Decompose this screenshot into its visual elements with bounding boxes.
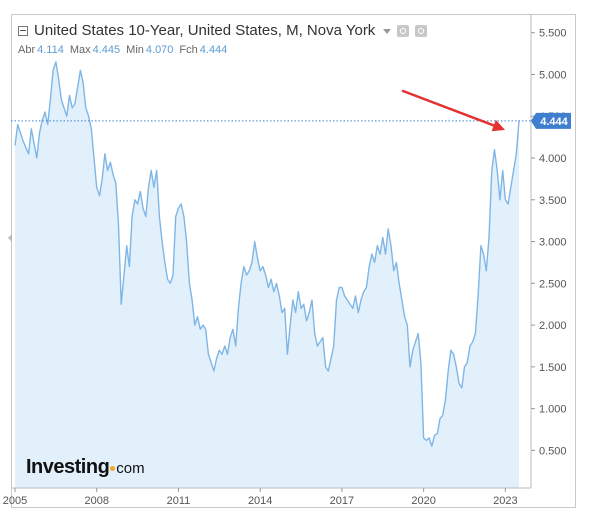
y-tick-label: 1.500: [539, 362, 567, 374]
x-tick-label: 2017: [330, 495, 354, 507]
brand-dot-icon: [110, 466, 116, 471]
y-tick-label: 3.000: [539, 237, 567, 249]
series-line: [14, 61, 520, 447]
x-tick-label: 2008: [84, 495, 108, 507]
ohlc-readout: Abr 4.114 Max 4.445 Min 4.070 Fch 4.444: [18, 44, 227, 56]
annotation-arrow-line: [401, 89, 501, 129]
gear-icon[interactable]: [415, 24, 428, 37]
chart-header: United States 10-Year, United States, M,…: [18, 22, 428, 39]
collapse-icon[interactable]: [18, 25, 28, 36]
y-tick-label: 5.000: [539, 69, 567, 81]
y-tick-label: 2.500: [539, 278, 567, 290]
annotation-layer: 4.444: [11, 89, 571, 132]
ohlc-close: Fch 4.444: [179, 44, 228, 56]
chart-title: United States 10-Year, United States, M,…: [34, 22, 376, 39]
scroll-left-icon[interactable]: [8, 234, 12, 242]
annotation-arrow-head: [491, 120, 505, 132]
x-tick-label: 2014: [248, 495, 272, 507]
x-tick-label: 2011: [167, 495, 191, 507]
ohlc-low: Min 4.070: [126, 44, 174, 56]
y-tick-label: 0.500: [539, 445, 567, 457]
axis-layer: 5.5005.0004.5004.0003.5003.0002.5002.000…: [3, 14, 567, 507]
y-tick-label: 2.000: [539, 320, 567, 332]
chevron-down-icon[interactable]: [383, 29, 392, 34]
brand-logo: Investing com: [26, 456, 145, 478]
x-tick-label: 2005: [3, 495, 27, 507]
area-fill: [15, 61, 519, 489]
x-tick-label: 2020: [411, 495, 435, 507]
y-tick-label: 5.500: [539, 28, 567, 40]
settings-icon[interactable]: [397, 24, 410, 37]
last-value-badge: [531, 112, 571, 129]
ohlc-high: Max 4.445: [69, 44, 121, 56]
y-tick-label: 3.500: [539, 195, 567, 207]
x-tick-label: 2023: [493, 495, 517, 507]
y-tick-label: 4.000: [539, 153, 567, 165]
area-layer: [14, 61, 520, 489]
last-value-label: 4.444: [540, 116, 568, 128]
y-tick-label: 1.000: [539, 404, 567, 416]
ohlc-open: Abr 4.114: [18, 44, 64, 56]
